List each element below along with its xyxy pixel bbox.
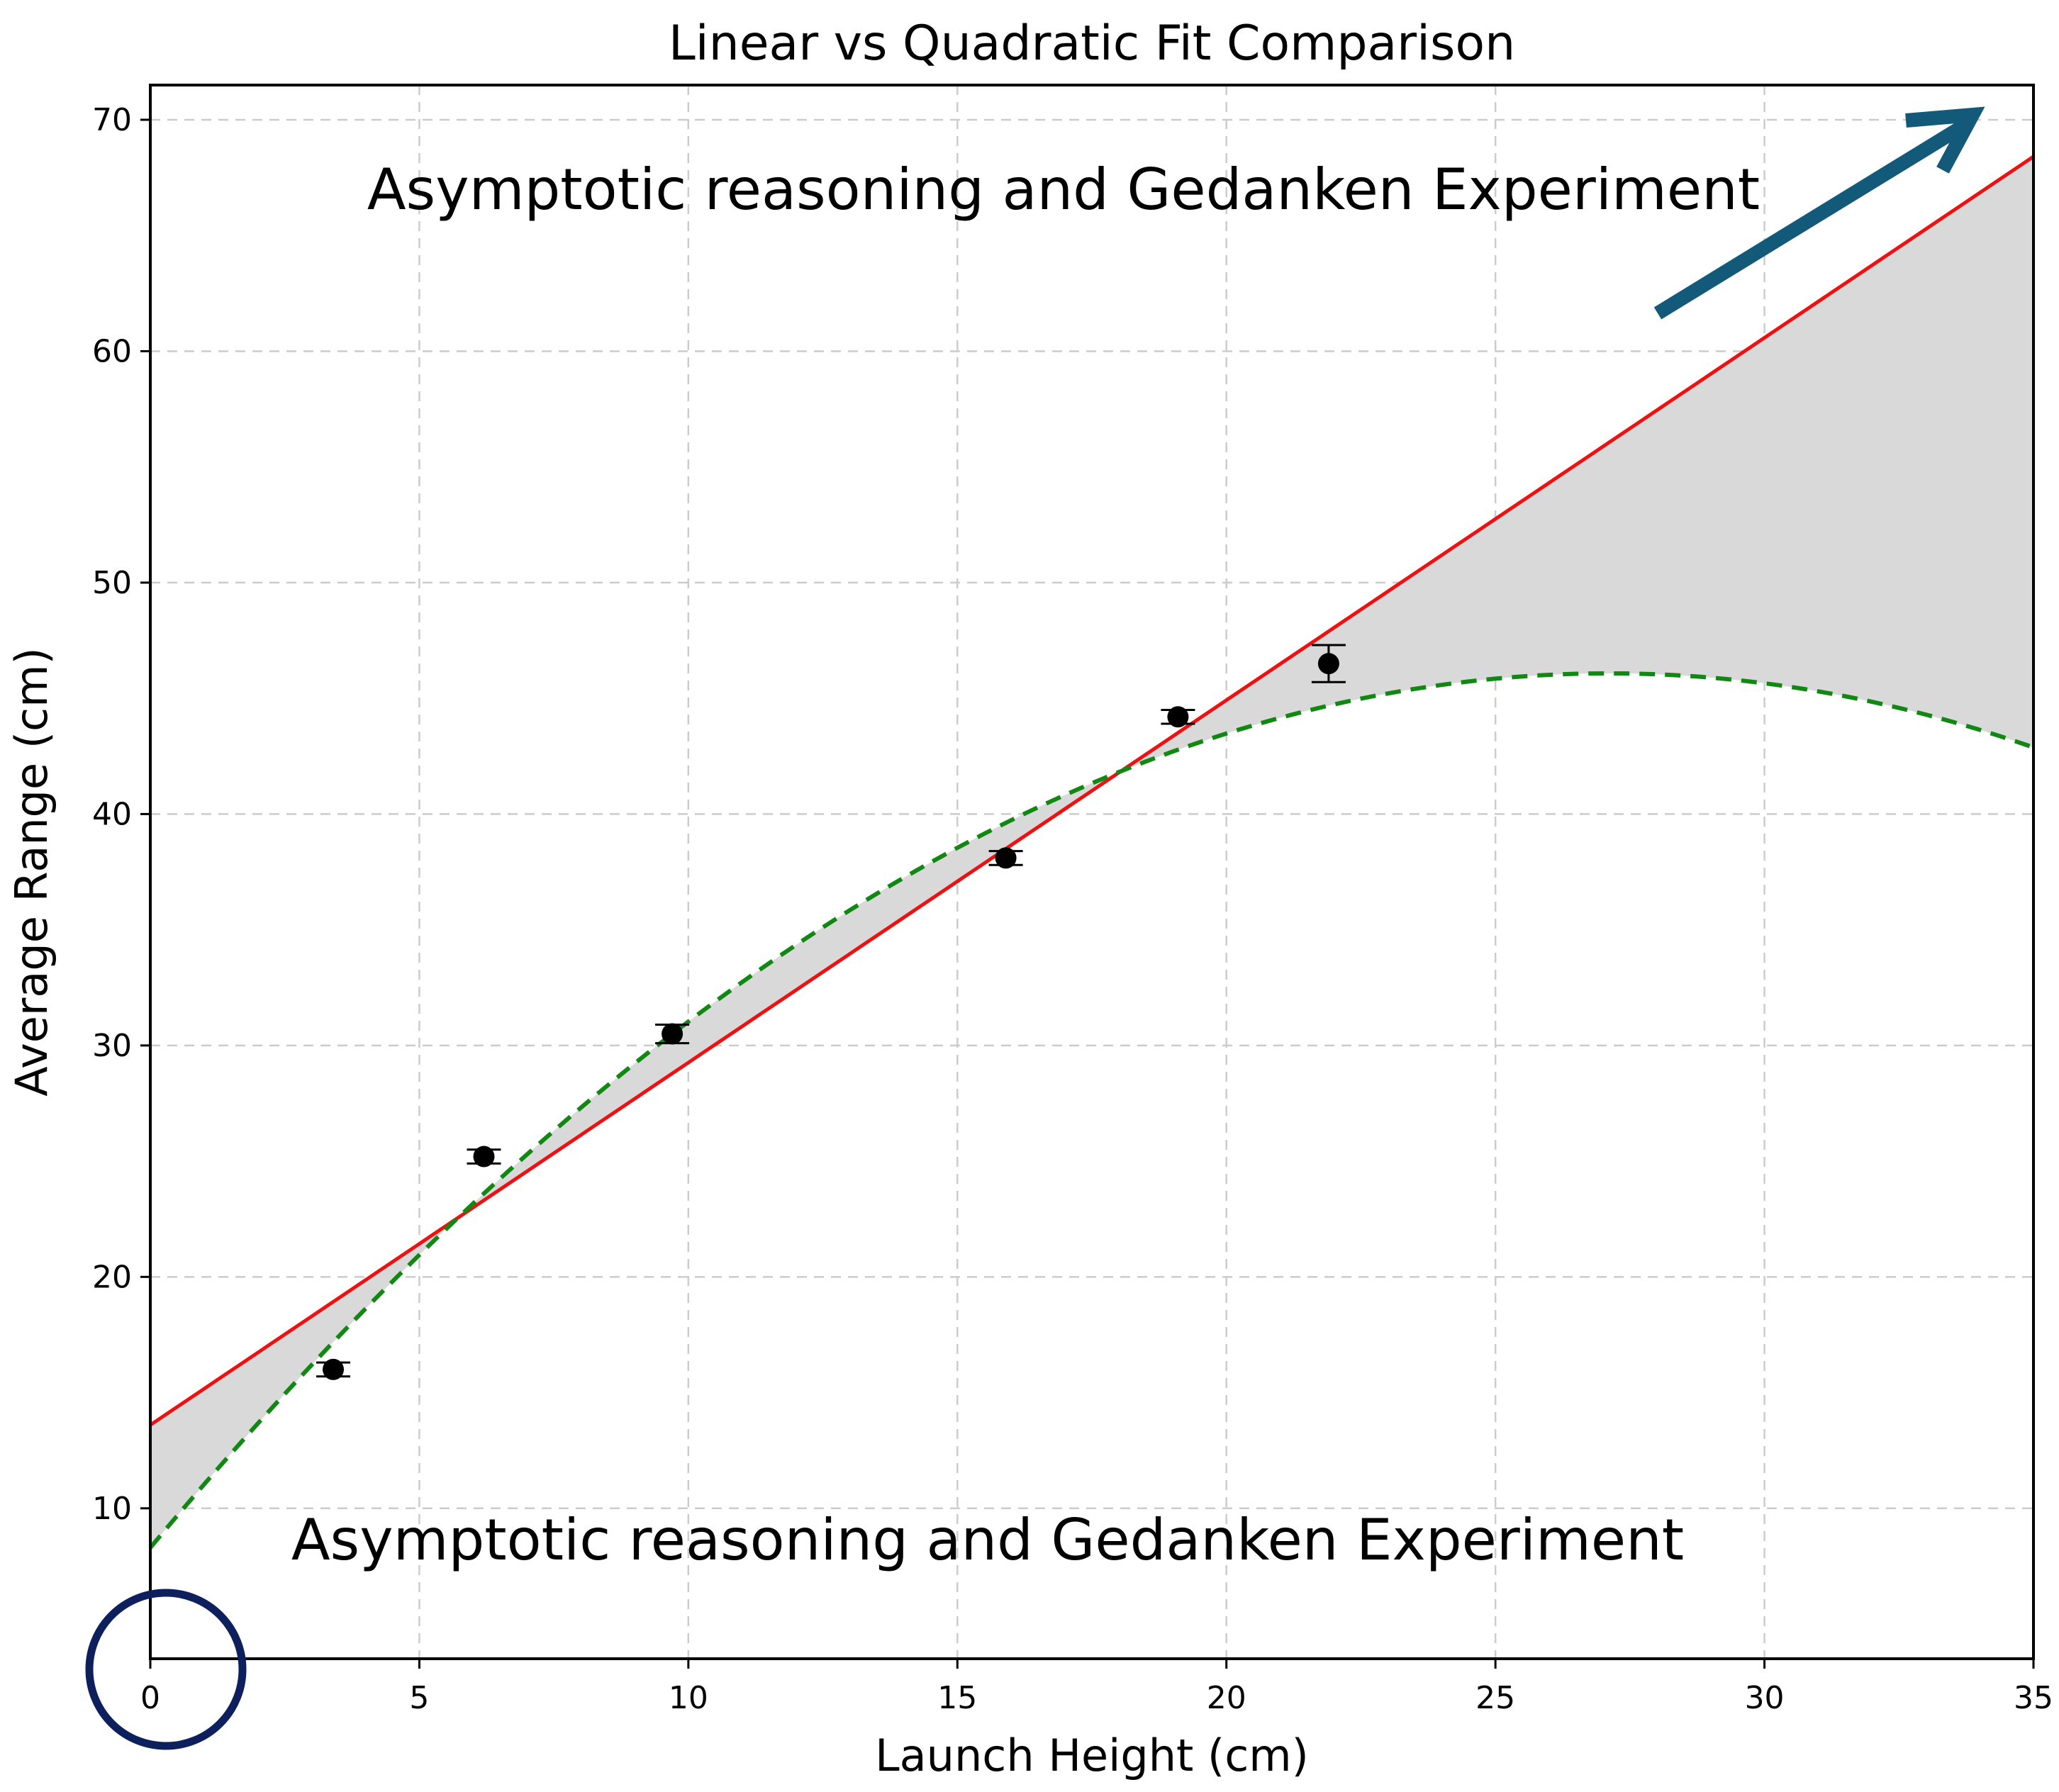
y-tick-label: 50 [92,565,132,601]
y-axis-label: Average Range (cm) [6,647,57,1096]
data-point [323,1358,345,1380]
linear-fit-line [149,155,2035,1427]
annotation-top: Asymptotic reasoning and Gedanken Experi… [367,157,1760,223]
grid [150,85,2033,1659]
x-tick-label: 10 [669,1680,708,1716]
data-points [316,644,1346,1380]
x-tick-label: 25 [1475,1680,1515,1716]
x-tick-label: 0 [140,1680,160,1716]
x-axis-label: Launch Height (cm) [875,1730,1309,1781]
y-tick-label: 30 [92,1028,132,1064]
data-point [1167,706,1189,728]
fit-difference-region [150,156,2033,1548]
y-tick-label: 40 [92,796,132,832]
quadratic-fit-line [148,671,2034,1550]
data-point [995,847,1017,869]
arrow-shaft [1653,118,1970,320]
axis-ticks: 0 5 10 15 20 25 30 35 10 20 30 40 50 60 70 [92,102,2053,1716]
y-tick-label: 10 [92,1491,132,1527]
y-tick-label: 20 [92,1259,132,1295]
y-tick-label: 60 [92,333,132,369]
x-tick-label: 30 [1745,1680,1785,1716]
data-point [662,1023,683,1045]
fit-lines [148,155,2035,1550]
origin-highlight-circle [85,1589,247,1750]
x-tick-label: 20 [1207,1680,1246,1716]
shaded-difference-area [150,156,2033,1548]
overlay-marks [85,106,1985,1750]
x-tick-label: 15 [937,1680,977,1716]
plot-frame [149,84,2035,1660]
x-tick-label: 35 [2014,1680,2053,1716]
arrow-head [1905,106,1985,174]
x-tick-label: 5 [409,1680,429,1716]
y-tick-label: 70 [92,102,132,138]
data-point [1317,653,1339,675]
annotation-bottom: Asymptotic reasoning and Gedanken Experi… [291,1507,1684,1573]
chart-title: Linear vs Quadratic Fit Comparison [669,16,1515,72]
data-point [473,1146,495,1167]
